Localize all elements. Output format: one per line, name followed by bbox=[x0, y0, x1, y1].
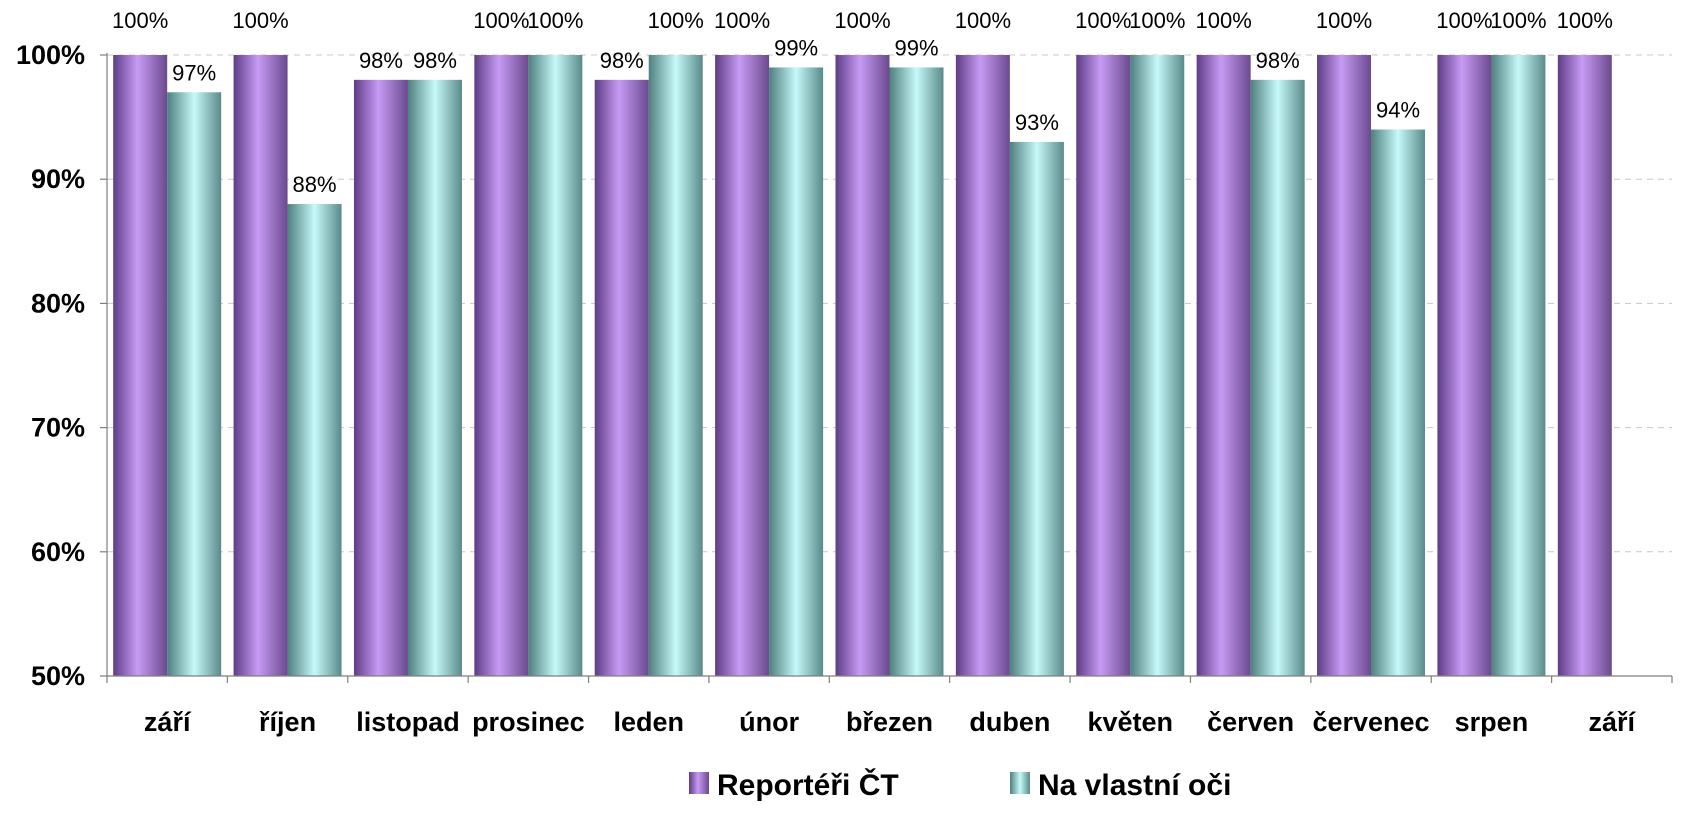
data-label: 100% bbox=[112, 8, 168, 33]
axes: 50% 60% 70% 80% 90% 100% září říjen listopad pros… bbox=[16, 40, 1673, 737]
x-tick-label: prosinec bbox=[472, 707, 585, 737]
bar-series-2 bbox=[528, 55, 583, 676]
data-label: 100% bbox=[1316, 8, 1372, 33]
data-label: 98% bbox=[413, 48, 457, 73]
y-tick-label: 70% bbox=[31, 413, 85, 443]
x-tick-label: říjen bbox=[259, 707, 316, 737]
bar-series-1 bbox=[1437, 55, 1492, 676]
data-label: 100% bbox=[1129, 8, 1185, 33]
data-label: 97% bbox=[172, 60, 216, 85]
data-label: 100% bbox=[1490, 8, 1546, 33]
data-label: 100% bbox=[1436, 8, 1492, 33]
bar-series-1 bbox=[353, 79, 408, 677]
legend-swatch bbox=[689, 772, 709, 794]
x-tick-label: květen bbox=[1087, 707, 1173, 737]
x-tick-label: duben bbox=[969, 707, 1050, 737]
x-tick-label: září bbox=[144, 707, 192, 737]
bar-series-2 bbox=[407, 79, 462, 677]
bar-series-2 bbox=[167, 92, 222, 676]
y-tick-label: 100% bbox=[16, 40, 85, 70]
data-label: 100% bbox=[1075, 8, 1131, 33]
y-tick-label: 50% bbox=[31, 661, 85, 691]
data-label: 98% bbox=[600, 48, 644, 73]
data-label: 100% bbox=[648, 8, 704, 33]
x-tick-label: březen bbox=[846, 707, 933, 737]
bar-series-2 bbox=[648, 55, 703, 676]
bar-series-2 bbox=[287, 204, 342, 677]
bar-series-2 bbox=[769, 67, 824, 677]
legend-swatch bbox=[1010, 772, 1030, 794]
bar-series-1 bbox=[715, 55, 770, 676]
data-label: 98% bbox=[1256, 48, 1300, 73]
data-label: 100% bbox=[955, 8, 1011, 33]
data-labels: 100% 100%98%100%98%100% 100% 100% 100% 100% 10… bbox=[112, 8, 1613, 197]
bar-series-2 bbox=[1371, 129, 1426, 676]
data-label: 99% bbox=[894, 35, 938, 60]
y-tick-label: 60% bbox=[31, 537, 85, 567]
x-tick-label: červenec bbox=[1312, 707, 1429, 737]
bar-series-1 bbox=[474, 55, 529, 676]
data-label: 88% bbox=[293, 172, 337, 197]
x-tick-label: listopad bbox=[356, 707, 460, 737]
bar-series-1 bbox=[233, 55, 288, 676]
bar-series-2 bbox=[1250, 79, 1305, 677]
data-label: 100% bbox=[232, 8, 288, 33]
bar-series-1 bbox=[594, 79, 649, 677]
y-tick-label: 90% bbox=[31, 164, 85, 194]
data-label: 93% bbox=[1015, 110, 1059, 135]
data-label: 94% bbox=[1376, 98, 1420, 123]
x-tick-label: únor bbox=[739, 707, 799, 737]
bar-series-1 bbox=[1076, 55, 1131, 676]
bar-series-1 bbox=[1196, 55, 1251, 676]
data-label: 100% bbox=[834, 8, 890, 33]
bar-series-2 bbox=[889, 67, 944, 677]
data-label: 100% bbox=[473, 8, 529, 33]
y-tick-label: 80% bbox=[31, 288, 85, 318]
x-tick-label: červen bbox=[1207, 707, 1294, 737]
data-label: 98% bbox=[359, 48, 403, 73]
bar-series-2 bbox=[1130, 55, 1185, 676]
data-label: 100% bbox=[714, 8, 770, 33]
data-label: 100% bbox=[1196, 8, 1252, 33]
bar-series-1 bbox=[113, 55, 168, 676]
bar-series-1 bbox=[955, 55, 1010, 676]
bar-series-2 bbox=[1491, 55, 1546, 676]
x-tick-label: leden bbox=[613, 707, 684, 737]
legend-label: Reportéři ČT bbox=[717, 768, 899, 802]
data-label: 100% bbox=[1557, 8, 1613, 33]
data-label: 100% bbox=[527, 8, 583, 33]
x-tick-label: září bbox=[1589, 707, 1637, 737]
bar-series-1 bbox=[1317, 55, 1372, 676]
data-label: 99% bbox=[774, 35, 818, 60]
legend: Reportéři ČT Na vlastní oči bbox=[689, 768, 1231, 802]
bar-series-2 bbox=[1009, 141, 1064, 676]
x-tick-label: srpen bbox=[1455, 707, 1529, 737]
bar-series-1 bbox=[835, 55, 890, 676]
bar-series-1 bbox=[1557, 55, 1612, 676]
legend-label: Na vlastní oči bbox=[1038, 769, 1231, 802]
bars bbox=[113, 55, 1612, 677]
